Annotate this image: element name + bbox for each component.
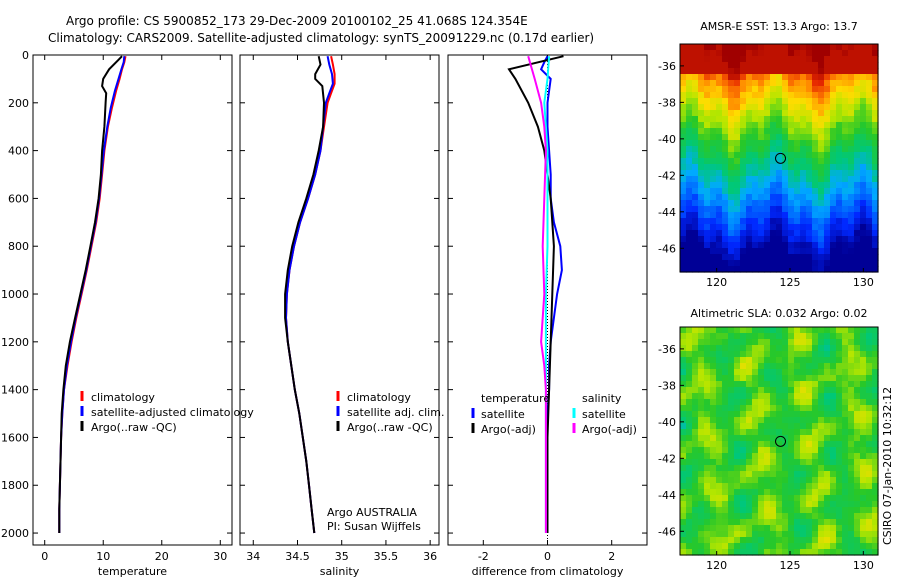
difference-legend-label: Argo(-adj) <box>481 423 536 436</box>
salinity-legend-label: Argo(..raw -QC) <box>347 421 433 434</box>
salinity-xlabel: salinity <box>320 565 360 578</box>
sst_map-panel: AMSR-E SST: 13.3 Argo: 13.7 120 125 130 -36 -… <box>658 20 879 289</box>
sla_map-ytick-label: -42 <box>658 452 676 465</box>
difference-series-line <box>507 55 564 533</box>
sla_map-ytick-label: -38 <box>658 379 676 392</box>
sst_map-frame <box>679 43 879 273</box>
temperature-ytick-label: 1400 <box>1 384 29 397</box>
sla_map-xtick-label: 120 <box>706 559 727 572</box>
difference-panel: -2 0 2 difference from climatology temperatu… <box>447 54 648 578</box>
temperature-ytick-label: 1600 <box>1 431 29 444</box>
difference-legend-label: Argo(-adj) <box>582 423 637 436</box>
sla_map-panel: Altimetric SLA: 0.032 Argo: 0.02 120 125 13… <box>658 307 879 572</box>
temperature-ytick-label: 1200 <box>1 336 29 349</box>
charts-layer: 0 10 20 30020040060080010001200140016001800… <box>1 20 879 578</box>
sst_map-xtick-label: 130 <box>853 276 874 289</box>
difference-xtick-label: -2 <box>478 550 489 563</box>
temperature-ytick-label: 200 <box>8 97 29 110</box>
sst_map-ytick-label: -44 <box>658 206 676 219</box>
salinity-xtick-label: 34.5 <box>285 550 310 563</box>
temperature-legend-label: satellite-adjusted climatology <box>91 406 254 419</box>
difference-legend-title-salinity: salinity <box>582 392 622 405</box>
salinity-xtick-label: 34 <box>246 550 260 563</box>
sla_map-ytick-label: -40 <box>658 416 676 429</box>
sla_map-frame <box>679 326 879 556</box>
difference-series-line <box>527 55 547 533</box>
difference-xtick-label: 0 <box>544 550 551 563</box>
sla_map-ytick-label: -36 <box>658 343 676 356</box>
sst_map-field <box>680 44 879 273</box>
sst_map-ytick-label: -38 <box>658 96 676 109</box>
temperature-ytick-label: 400 <box>8 145 29 158</box>
sst_map-ytick-label: -40 <box>658 133 676 146</box>
sla_map-xtick-label: 130 <box>853 559 874 572</box>
side-label: CSIRO 07-Jan-2010 10:32:12 <box>881 387 894 545</box>
temperature-xtick-label: 20 <box>155 550 169 563</box>
temperature-xlabel: temperature <box>98 565 167 578</box>
sla_map-ytick-label: -44 <box>658 489 676 502</box>
salinity-xtick-label: 35 <box>335 550 349 563</box>
salinity-annotation: Argo AUSTRALIA <box>327 506 417 519</box>
temperature-xtick-label: 10 <box>96 550 110 563</box>
sst_map-xtick-label: 125 <box>780 276 801 289</box>
salinity-xtick-label: 35.5 <box>374 550 399 563</box>
salinity-legend-label: climatology <box>347 391 411 404</box>
temperature-ytick-label: 1800 <box>1 479 29 492</box>
salinity-series-line <box>284 55 326 534</box>
difference-xtick-label: 2 <box>608 550 615 563</box>
sst_map-ytick-label: -42 <box>658 169 676 182</box>
temperature-ytick-label: 800 <box>8 240 29 253</box>
sst_map-ytick-label: -36 <box>658 60 676 73</box>
sst_map-xtick-label: 120 <box>706 276 727 289</box>
temperature-series-line <box>58 55 123 533</box>
sla_map-float-marker <box>775 435 787 447</box>
sla_map-ytick-label: -46 <box>658 525 676 538</box>
temperature-series-line <box>58 56 126 533</box>
sla_map-xtick-label: 125 <box>780 559 801 572</box>
temperature-xtick-label: 0 <box>41 550 48 563</box>
salinity-series-line <box>284 55 336 534</box>
sst_map-ytick-label: -46 <box>658 242 676 255</box>
temperature-panel: 0 10 20 30 0 200 400 600 800 1000 1200 1400 1600 1800… <box>1 49 254 578</box>
difference-legend-title-temperature: temperature <box>481 392 550 405</box>
salinity-annotation: PI: Susan Wijffels <box>327 520 421 533</box>
salinity-legend-label: satellite adj. clim. <box>347 406 444 419</box>
temperature-legend-label: Argo(..raw -QC) <box>91 421 177 434</box>
header-line1: Argo profile: CS 5900852_173 29-Dec-2009… <box>66 14 528 28</box>
temperature-ytick-label: 600 <box>8 192 29 205</box>
temperature-series-line <box>58 56 127 533</box>
sla_map-title: Altimetric SLA: 0.032 Argo: 0.02 <box>690 307 867 320</box>
difference-legend-label: satellite <box>481 408 525 421</box>
temperature-ytick-label: 1000 <box>1 288 29 301</box>
difference-xlabel: difference from climatology <box>472 565 624 578</box>
difference-legend-label: satellite <box>582 408 626 421</box>
temperature-frame <box>32 54 233 546</box>
salinity-series-line <box>284 56 334 534</box>
salinity-xtick-label: 36 <box>423 550 437 563</box>
sla_map-field <box>680 327 879 556</box>
salinity-panel: 34 34.5 35 35.5 36 salinity climatology satelli… <box>239 54 444 578</box>
sst_map-title: AMSR-E SST: 13.3 Argo: 13.7 <box>700 20 858 33</box>
header-line2: Climatology: CARS2009. Satellite-adjuste… <box>48 31 594 45</box>
temperature-ytick-label: 0 <box>22 49 29 62</box>
temperature-ytick-label: 2000 <box>1 527 29 540</box>
temperature-xtick-label: 30 <box>213 550 227 563</box>
temperature-legend-label: climatology <box>91 391 155 404</box>
sst_map-float-marker <box>775 152 787 164</box>
salinity-frame <box>239 54 440 546</box>
